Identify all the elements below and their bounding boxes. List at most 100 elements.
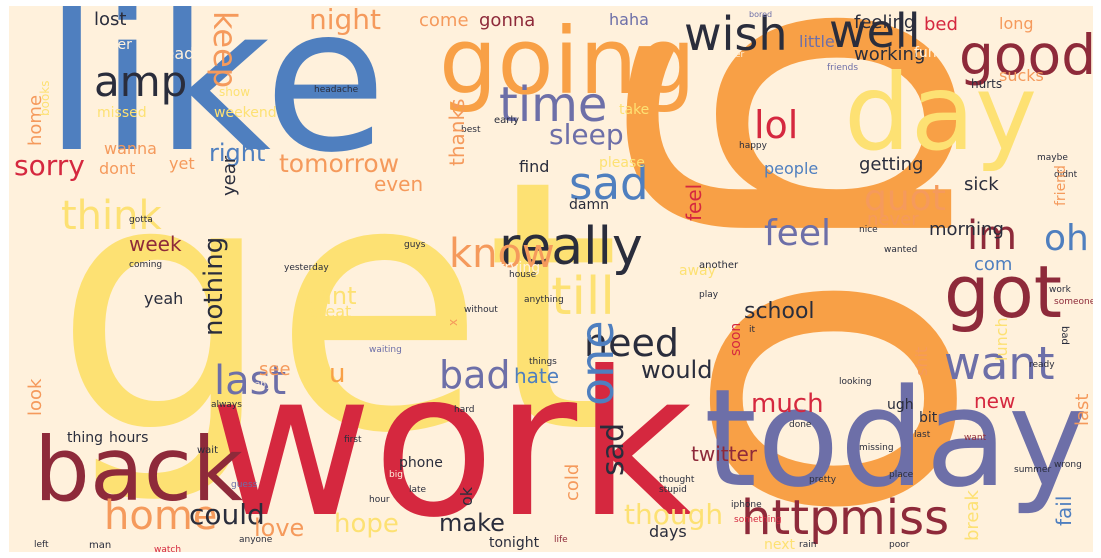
word-sick: cant — [304, 282, 357, 310]
word-books: maybe — [1037, 153, 1068, 163]
word-dont: gonna — [479, 10, 536, 31]
word-gotta: want — [964, 433, 987, 443]
word-though: nothing — [199, 236, 229, 336]
word-done: bit — [919, 410, 938, 426]
word-yesterday: house — [509, 270, 537, 280]
word-it: hurts — [971, 77, 1003, 91]
word-ok: another — [709, 50, 745, 60]
word-anyone: waiting — [369, 345, 402, 355]
word-way: even — [374, 172, 424, 196]
word-got: got — [944, 250, 1062, 334]
word-hurts: already — [144, 44, 204, 63]
word-looking: done — [789, 420, 812, 430]
word-ugh: year — [219, 155, 240, 196]
word-wanna: haha — [609, 10, 649, 29]
word-tonight: feel — [682, 183, 706, 221]
word-love: u — [329, 359, 346, 389]
word-rain: away — [679, 263, 716, 279]
word-guess: friend — [1053, 165, 1069, 206]
word-like: like — [44, 6, 387, 197]
word-http: http — [741, 490, 840, 546]
word-think: think — [61, 193, 162, 239]
word-week: sick — [964, 174, 999, 195]
word-another2: ready — [1029, 360, 1055, 370]
word-home: home — [104, 493, 218, 539]
word-really: really — [499, 217, 643, 277]
word-guys: hard — [454, 405, 475, 415]
word-tomorrow: tomorrow — [279, 149, 400, 178]
word-fun2: bad — [1059, 326, 1070, 345]
word-gonna: feeling — [854, 12, 916, 33]
word-good: good — [959, 23, 1093, 87]
word-ready: wait — [197, 445, 219, 456]
word-left: thing — [67, 430, 104, 446]
word-make: see — [259, 359, 291, 380]
word-im: im — [967, 213, 1018, 259]
word-fun: take — [619, 102, 650, 118]
word-would: hope — [334, 509, 399, 539]
word-anything: left — [34, 540, 49, 550]
word-bed: morning — [929, 219, 1004, 240]
word-life: next — [764, 537, 796, 552]
word-lunch: hour — [369, 495, 390, 505]
word-home-small: summer — [1014, 465, 1052, 475]
word-always: first — [344, 435, 362, 445]
word-happy: rain — [799, 540, 817, 550]
word-today: today — [704, 360, 1088, 517]
word-cold: without — [464, 305, 498, 315]
word-keep: makes — [254, 185, 284, 195]
word-com: though — [624, 498, 724, 531]
word-wish: wish — [684, 7, 788, 61]
word-without: looking — [839, 377, 872, 387]
word-could: night — [309, 6, 382, 36]
word-break: nice — [859, 225, 878, 235]
word-sorry: right — [209, 139, 266, 167]
word-feel-small: wrong — [1054, 460, 1082, 470]
word-hard: man — [89, 540, 112, 551]
word-take: never — [867, 209, 919, 230]
word-much: love — [254, 514, 305, 542]
word-already: look — [25, 378, 46, 416]
word-long: week — [129, 232, 182, 256]
word-please: hours — [109, 430, 149, 446]
word-amp: amp — [94, 57, 188, 106]
word-makes: last — [914, 430, 931, 440]
word-night: sad — [596, 422, 631, 476]
word-someone: books — [38, 80, 52, 116]
word-even: wanna — [104, 139, 157, 158]
word-yeah: find — [519, 157, 550, 176]
word-need: need — [584, 321, 679, 365]
word-place: best — [461, 125, 481, 135]
word-watch: watching — [645, 380, 709, 396]
word-wrong: stupid — [659, 485, 687, 495]
word-another: damn — [569, 197, 609, 213]
word-last: last — [214, 358, 287, 404]
word-hate: much — [751, 389, 824, 419]
word-show: better — [89, 37, 132, 53]
word-missed: last — [1072, 393, 1093, 426]
word-tired: thanks — [445, 98, 469, 166]
word-stupid: early — [494, 115, 520, 126]
word-nice: things — [529, 357, 557, 367]
word-yet: come — [419, 10, 469, 31]
word-oh: oh — [1044, 218, 1089, 259]
word-get: get — [54, 108, 621, 509]
word-friends: poor — [889, 540, 910, 550]
word-school: hate — [514, 364, 560, 388]
word-morning: new — [974, 389, 1016, 413]
word-thanks: wanted — [884, 245, 918, 255]
word-watching: days — [649, 522, 687, 541]
word-new: make — [439, 509, 505, 537]
word-find: little — [799, 32, 835, 51]
word-still: still — [524, 267, 615, 327]
word-big: another — [699, 260, 739, 271]
word-one: one — [570, 320, 624, 406]
word-back: back — [34, 418, 244, 521]
word-wait: ugh — [887, 397, 914, 413]
word-missing: soon — [728, 322, 744, 356]
word-working: break — [962, 490, 983, 541]
word-poor: fun — [914, 45, 937, 61]
word-well: sorry — [14, 149, 85, 182]
word-lol: lol — [754, 103, 799, 147]
word-play: anything — [524, 295, 564, 305]
